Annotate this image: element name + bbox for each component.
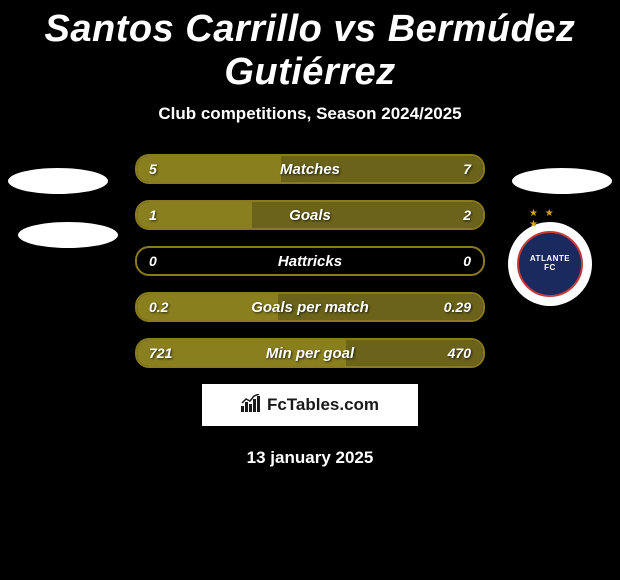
club-badge-inner: ATLANTE FC [517,231,583,297]
stat-row: Goals per match0.2 0.29 [135,292,485,322]
stat-value-left: 5 [149,156,157,182]
date-label: 13 january 2025 [0,448,620,468]
club-left-placeholder [18,222,118,248]
stat-label: Goals [137,202,483,228]
stat-label: Min per goal [137,340,483,366]
stats-bars-container: Matches5 7 Goals1 2 Hattricks0 0 Goals per mat… [135,154,485,368]
stat-row: Matches5 7 [135,154,485,184]
stat-row: Goals1 2 [135,200,485,230]
stat-value-right: 470 [448,340,471,366]
chart-icon [241,394,261,417]
stat-row: Hattricks0 0 [135,246,485,276]
stat-label: Hattricks [137,248,483,274]
stat-label: Matches [137,156,483,182]
season-subtitle: Club competitions, Season 2024/2025 [0,104,620,124]
stat-value-right: 0.29 [444,294,471,320]
stat-value-right: 2 [463,202,471,228]
club-sub: FC [544,263,556,272]
stat-value-right: 0 [463,248,471,274]
stat-value-right: 7 [463,156,471,182]
comparison-content: ★ ★ ★ ATLANTE FC Matches5 7 Goals1 2 Hattric… [0,154,620,468]
stat-value-left: 0 [149,248,157,274]
player-right-avatar [512,168,612,194]
comparison-title: Santos Carrillo vs Bermúdez Gutiérrez [0,0,620,94]
player-left-avatar [8,168,108,194]
stat-value-left: 0.2 [149,294,168,320]
stat-value-left: 721 [149,340,172,366]
club-stars-icon: ★ ★ ★ [529,208,571,230]
branding-text: FcTables.com [267,395,379,415]
stat-row: Min per goal721 470 [135,338,485,368]
stat-label: Goals per match [137,294,483,320]
club-right-badge: ★ ★ ★ ATLANTE FC [508,222,592,306]
branding-box: FcTables.com [202,384,418,426]
club-badge-text: ATLANTE FC [530,255,570,273]
club-name: ATLANTE [530,254,570,263]
stat-value-left: 1 [149,202,157,228]
